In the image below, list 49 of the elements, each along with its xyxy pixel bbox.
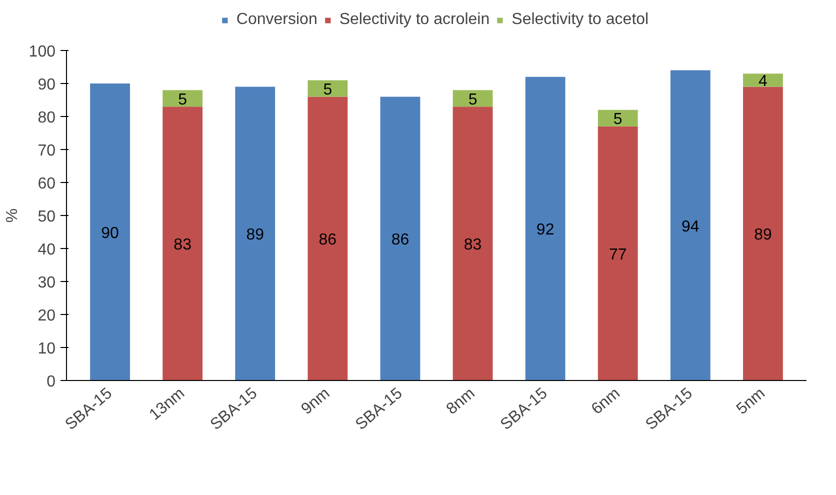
legend-label: Selectivity to acetol — [512, 11, 649, 29]
y-tick-label: 20 — [38, 308, 56, 324]
x-tick-label: 6nm — [588, 385, 624, 418]
data-label: 89 — [246, 226, 264, 244]
bar — [235, 86, 276, 380]
bar — [452, 90, 493, 107]
data-label: 89 — [754, 226, 772, 244]
data-label: 83 — [174, 236, 192, 254]
data-label: 5 — [468, 91, 478, 108]
data-label: 5 — [323, 81, 332, 98]
y-tick-label: 30 — [38, 274, 56, 292]
data-label: 94 — [682, 218, 700, 236]
bar — [670, 70, 710, 380]
bar — [308, 80, 348, 97]
data-label: 83 — [464, 236, 482, 254]
data-label: 86 — [318, 232, 337, 249]
y-tick-label: 10 — [38, 340, 56, 358]
y-tick-label: 90 — [38, 76, 56, 94]
y-tick-label: 50 — [38, 208, 56, 226]
y-tick-label: 60 — [38, 176, 56, 192]
bar — [598, 110, 638, 126]
legend-label: Selectivity to acrolein — [339, 11, 490, 29]
y-tick-label: 100 — [28, 44, 56, 60]
bar — [452, 106, 493, 380]
bar — [743, 86, 783, 380]
bar — [743, 74, 783, 87]
x-tick-label: 8nm — [443, 385, 478, 418]
y-tick-label: 40 — [38, 242, 56, 258]
x-tick-label: 5nm — [734, 385, 768, 418]
data-label: 90 — [101, 225, 120, 242]
data-label: 92 — [536, 222, 554, 239]
y-tick-label: 70 — [38, 142, 56, 160]
bar — [162, 106, 203, 380]
x-tick-label: 9nm — [298, 385, 334, 418]
data-label: 5 — [178, 91, 188, 108]
data-label: 5 — [613, 111, 622, 128]
y-axis-title: % — [4, 208, 21, 223]
bar — [162, 90, 203, 107]
data-label: 77 — [608, 246, 627, 264]
bar — [380, 96, 420, 380]
y-tick-label: 0 — [46, 374, 56, 390]
bar — [308, 96, 348, 380]
bar — [598, 126, 638, 380]
data-label: 4 — [758, 73, 768, 90]
y-tick-label: 80 — [38, 110, 56, 126]
data-label: 86 — [391, 232, 410, 249]
legend-label: Conversion — [236, 11, 318, 29]
bar — [525, 76, 566, 380]
bar — [90, 84, 130, 380]
